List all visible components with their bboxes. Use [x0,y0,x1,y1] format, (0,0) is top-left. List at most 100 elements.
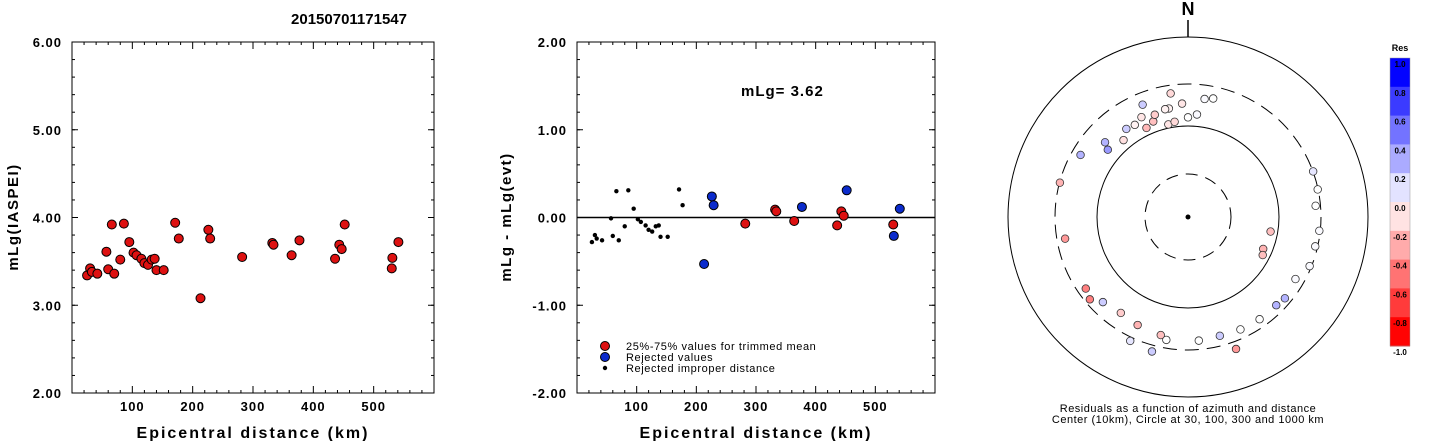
legend-label-trimmed: 25%-75% values for trimmed mean [626,341,816,353]
data-point [109,268,120,279]
polar-caption-line1: Residuals as a function of azimuth and d… [1060,403,1316,415]
x-tick-label: 100 [624,399,649,414]
station-residual-point [1130,120,1140,130]
improper-distance-point [643,223,648,228]
plot2-points [589,185,905,270]
data-point [740,218,751,229]
data-point [771,206,782,217]
north-label: N [1182,0,1195,19]
data-point [789,216,800,227]
y-tick-label: 3.00 [33,298,62,313]
data-point [268,239,279,250]
data-point [706,191,717,202]
y-tick-label: -2.00 [532,386,567,401]
colorbar-tick: 0.8 [1394,89,1406,98]
station-residual-point [1116,308,1126,318]
data-point [294,235,305,246]
mlg-annotation: mLg= 3.62 [741,83,824,100]
station-residual-point [1150,110,1159,119]
y-tick-label: 2.00 [538,35,567,50]
colorbar-cell [1390,173,1410,203]
station-residual-point [1142,123,1151,133]
colorbar-tick: -1.0 [1393,348,1407,357]
colorbar-cell [1390,202,1410,232]
data-point [832,220,843,231]
data-point [158,265,169,276]
station-residual-point [1177,99,1187,108]
x-tick-label: 400 [301,399,326,414]
data-point [92,268,103,279]
plot1-frame [71,41,435,394]
station-residual-point [1215,331,1225,341]
improper-distance-point [649,229,655,234]
data-point [106,219,117,230]
improper-distance-point [638,219,644,225]
colorbar-cell [1390,86,1410,117]
station-residual-point [1258,250,1267,260]
data-point [841,185,852,196]
plot1-y-tick-labels: 2.00 3.00 4.00 5.00 6.00 [33,35,62,401]
station-residual-point [1076,150,1085,160]
data-point [101,246,112,257]
improper-distance-point [608,216,614,221]
improper-distance-point [599,238,605,243]
station-residual-point [1192,110,1202,119]
data-point [387,252,398,263]
figure-title: 20150701171547 [291,11,407,28]
plot1-ticks [72,41,434,394]
improper-distance-point [676,187,682,192]
y-tick-label: 6.00 [33,35,62,50]
station-residual-point [1311,201,1320,211]
polar-points [1055,89,1324,356]
improper-distance-point [665,234,670,240]
data-point [173,233,184,244]
data-point [888,219,899,230]
station-residual-point [1308,167,1318,176]
station-residual-point [1098,297,1108,307]
station-residual-point [1060,234,1070,243]
legend-label-improper: Rejected improper distance [626,363,776,375]
colorbar-cell [1390,288,1410,318]
station-residual-point [1138,100,1147,109]
colorbar-tick: 0.2 [1394,175,1406,184]
colorbar-tick: 1.0 [1394,60,1406,69]
data-point [393,237,404,248]
y-tick-label: 2.00 [33,386,62,401]
data-point [339,219,350,230]
colorbar-tick: -0.4 [1393,262,1407,271]
data-point [386,263,397,274]
data-point [149,253,160,264]
station-residual-point [1122,124,1131,134]
station-residual-point [1166,89,1175,98]
plot1-x-tick-labels: 100 200 300 400 500 [120,399,385,414]
station-residual-point [1291,274,1300,284]
plot2-ticks [577,41,935,394]
colorbar-label: Res [1392,43,1409,53]
data-point [894,203,905,214]
station-residual-point [1208,94,1218,103]
y-axis-label: mLg(IASPEI) [5,163,22,270]
colorbar-tick: 0.6 [1394,118,1406,127]
y-tick-label: 1.00 [538,123,567,138]
improper-distance-point [646,227,651,232]
legend-marker-trimmed [600,341,610,351]
ring-300km [1054,83,1322,351]
data-point [205,233,216,244]
data-point [118,218,129,229]
station-residual-point [1162,335,1171,345]
colorbar-cell [1390,317,1410,347]
station-residual-point [1103,145,1113,154]
polar-caption-line2: Center (10km), Circle at 30, 100, 300 an… [1052,414,1324,426]
improper-distance-point [680,203,685,208]
station-residual-point [1266,227,1275,236]
improper-distance-point [610,233,615,239]
azimuth-residual-plot: N Residuals as a function of azimuth and… [1007,0,1369,426]
y-tick-label: 5.00 [33,123,62,138]
station-residual-point [1147,347,1157,356]
colorbar-tick: -0.8 [1393,319,1407,328]
y-axis-label: mLg - mLg(evt) [498,152,515,281]
x-tick-label: 200 [684,399,709,414]
station-residual-point [1149,117,1158,126]
station-residual-point [1137,112,1146,122]
improper-distance-point [589,239,595,245]
